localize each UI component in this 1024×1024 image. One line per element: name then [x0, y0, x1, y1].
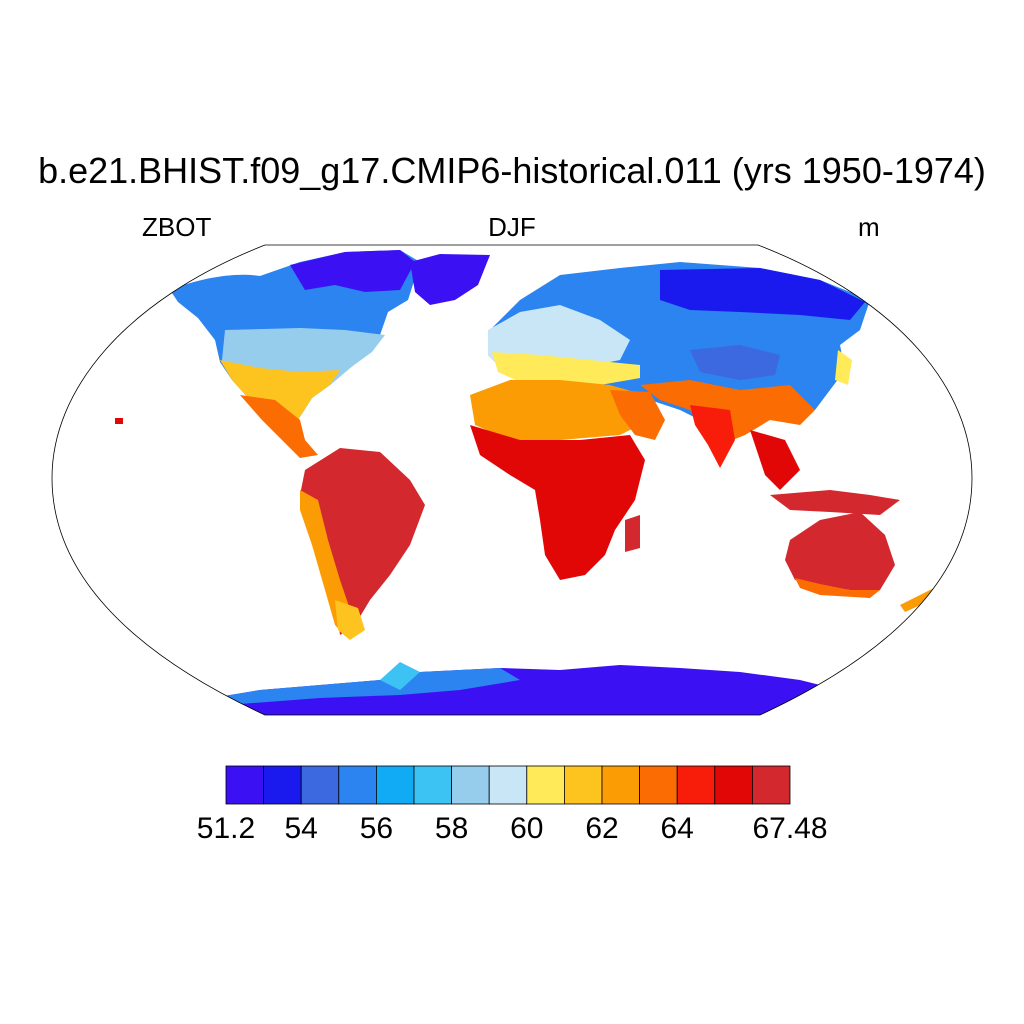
season-label: DJF: [488, 212, 536, 242]
tibet: [690, 345, 780, 380]
colorbar-swatch: [300, 765, 340, 805]
antarctica: [200, 665, 880, 715]
north-africa: [470, 380, 650, 440]
india: [690, 405, 735, 468]
map-title: b.e21.BHIST.f09_g17.CMIP6-historical.011…: [38, 150, 986, 191]
colorbar-tick-label: 56: [359, 812, 394, 845]
colorbar-tick-label: 54: [284, 812, 318, 845]
antarctic-peninsula: [380, 662, 420, 690]
variable-label: ZBOT: [142, 212, 212, 242]
colorbar-tick-label: 58: [434, 812, 469, 845]
arabia: [610, 390, 665, 440]
colorbar-tick-label: 67.48: [752, 812, 828, 845]
colorbar-swatch: [338, 765, 377, 805]
colorbar-swatch: [488, 765, 528, 805]
mediterranean-rim: [492, 352, 640, 385]
colorbar-swatch: [714, 765, 753, 805]
colorbar-swatch: [676, 765, 716, 805]
patagonia: [335, 600, 365, 640]
colorbar-tick-label: 64: [660, 812, 694, 845]
japan: [835, 350, 852, 385]
colorbar-swatch: [451, 765, 490, 805]
land-fill: [115, 250, 940, 715]
colorbar-swatch: [639, 765, 678, 805]
colorbar-tick-label: 62: [585, 812, 619, 845]
north-america-arctic: [290, 250, 415, 292]
colorbar: [225, 765, 791, 805]
colorbar-swatch: [601, 765, 640, 805]
colorbar-swatch: [564, 765, 603, 805]
greenland: [410, 254, 490, 305]
australia: [785, 512, 895, 590]
north-america-south: [220, 360, 340, 445]
antarctica-coast: [200, 668, 520, 704]
colorbar-swatch: [375, 765, 415, 805]
new-zealand: [900, 585, 940, 612]
colorbar-swatch: [526, 765, 565, 805]
siberia: [660, 268, 865, 320]
mexico: [240, 395, 318, 458]
africa: [470, 425, 645, 580]
colorbar-tick-label: 51.2: [196, 812, 256, 845]
colorbar-swatch: [752, 765, 791, 805]
colorbar-swatch: [225, 765, 264, 805]
units-label: m: [858, 212, 880, 242]
map-outline: [51, 244, 973, 716]
south-america: [300, 448, 425, 635]
madagascar: [625, 515, 640, 552]
australia-south: [795, 578, 880, 598]
hawaii: [115, 418, 123, 424]
southeast-asia: [750, 430, 800, 490]
colorbar-swatch: [263, 765, 302, 805]
colorbar-tick-label: 60: [510, 812, 544, 845]
south-america-west: [300, 490, 352, 636]
indonesia: [770, 490, 900, 515]
colorbar-swatch: [413, 765, 452, 805]
